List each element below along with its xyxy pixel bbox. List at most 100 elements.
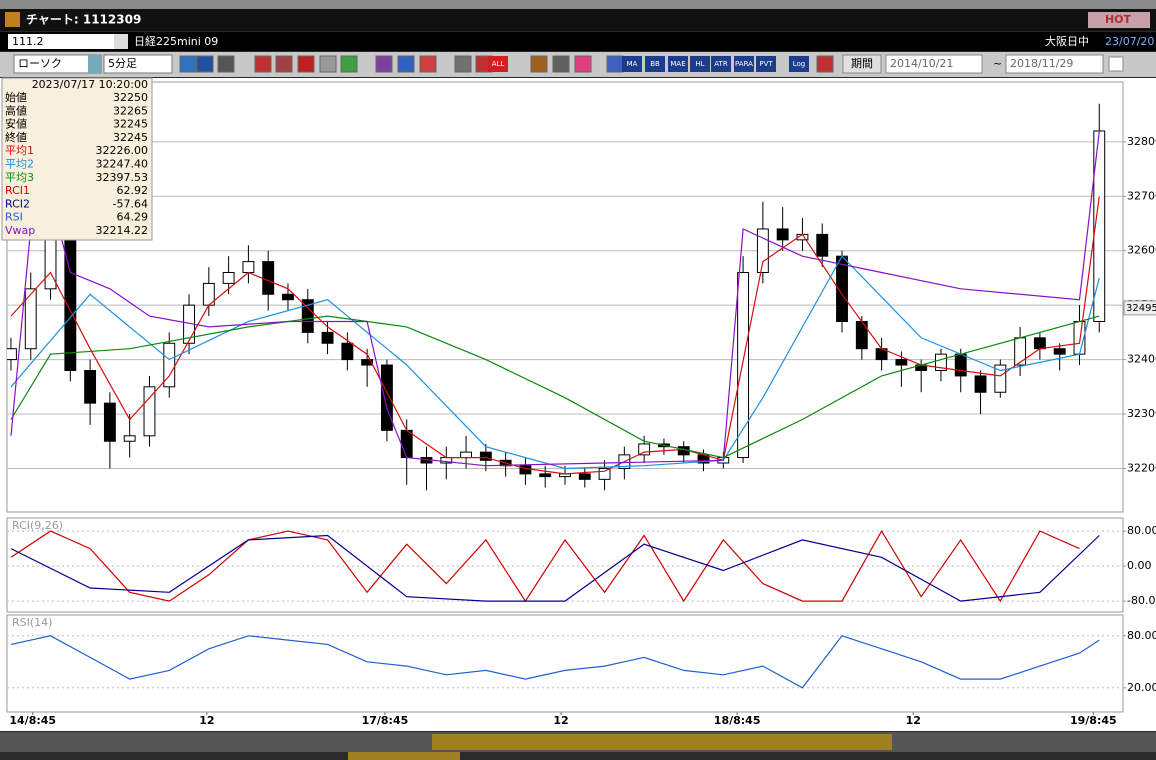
tool-icon[interactable] xyxy=(196,55,214,73)
candle-body xyxy=(935,353,947,371)
series-line xyxy=(10,635,1100,689)
info-rows: 始値 32250 高値 32265 安値 32245 終値 32245 平均1 32226.00 平… xyxy=(5,90,148,237)
tool-button[interactable] xyxy=(756,56,776,72)
tool-button[interactable] xyxy=(690,56,710,72)
hot-label[interactable]: HOT xyxy=(1105,13,1132,26)
to-date[interactable]: 2018/11/29 xyxy=(1010,57,1073,70)
interval-select[interactable] xyxy=(103,54,173,74)
chart-type[interactable]: ローソク xyxy=(18,57,62,70)
x-tick-label: 12 xyxy=(906,714,921,727)
from-input[interactable] xyxy=(885,54,983,74)
tool-button-label[interactable]: MA xyxy=(627,60,638,68)
app-icon xyxy=(5,12,20,27)
interval[interactable]: 5分足 xyxy=(108,57,137,70)
tool-icon[interactable] xyxy=(816,55,834,73)
tool-icon[interactable] xyxy=(574,55,592,73)
tool-button[interactable] xyxy=(622,56,642,72)
panel xyxy=(7,529,1123,603)
series-line xyxy=(10,196,1100,475)
tool-button-label[interactable]: ATR xyxy=(714,60,728,68)
code[interactable]: 111.2 xyxy=(12,35,44,48)
info-label: 平均2 xyxy=(5,158,34,171)
select-arrow[interactable] xyxy=(88,55,101,73)
tool-icon[interactable] xyxy=(375,55,393,73)
tool-icon[interactable] xyxy=(275,55,293,73)
tool-button-label[interactable]: ALL xyxy=(492,60,505,68)
candle-body xyxy=(1093,130,1106,322)
tool-button[interactable] xyxy=(645,56,665,72)
tool-button-label[interactable]: PVT xyxy=(759,60,773,68)
tool-icon[interactable] xyxy=(297,55,315,73)
info-label: 終値 xyxy=(5,130,27,144)
x-tick-label: 14/8:45 xyxy=(9,714,56,727)
period[interactable]: 期間 xyxy=(851,57,873,70)
code-dropdown[interactable] xyxy=(114,34,128,49)
candle-body xyxy=(84,369,97,404)
last-price-box xyxy=(1123,300,1156,316)
candle-body xyxy=(954,353,967,377)
plots: 3220032300324003250032600327003280032495… xyxy=(6,81,1156,727)
tool-icon[interactable] xyxy=(397,55,415,73)
info-value: 32250 xyxy=(113,91,148,104)
tool-icon[interactable] xyxy=(254,55,272,73)
tool-icon[interactable] xyxy=(217,55,235,73)
tool-icon[interactable] xyxy=(552,55,570,73)
series-line xyxy=(10,534,1100,602)
x-tick-label: 12 xyxy=(553,714,568,727)
candle-body xyxy=(103,402,116,442)
to-input[interactable] xyxy=(1005,54,1104,74)
tool-button[interactable] xyxy=(734,56,754,72)
window-title: チャート: 1112309 xyxy=(26,13,141,27)
candle-body xyxy=(479,451,492,461)
tool-icon[interactable] xyxy=(454,55,472,73)
tool-button-label[interactable]: MAE xyxy=(670,60,685,68)
scroll-thumb[interactable] xyxy=(432,734,892,750)
period-button[interactable] xyxy=(842,54,882,74)
tool-icon[interactable] xyxy=(419,55,437,73)
tool-button-label[interactable]: BB xyxy=(650,60,660,68)
tool-button-label[interactable]: HL xyxy=(695,60,704,68)
candle-body xyxy=(262,261,275,295)
info-value: 32265 xyxy=(113,104,148,117)
hot-button[interactable] xyxy=(1088,12,1150,28)
candle-body xyxy=(1033,337,1046,350)
tool-button[interactable] xyxy=(789,56,809,72)
tool-icon[interactable] xyxy=(340,55,358,73)
candle-body xyxy=(321,331,334,344)
x-tick-label: 12 xyxy=(199,714,214,727)
info-label: 安値 xyxy=(5,117,27,131)
date: 23/07/20 xyxy=(1105,35,1154,48)
tool-button[interactable] xyxy=(488,56,508,72)
candle-body xyxy=(816,233,829,257)
tool-button[interactable] xyxy=(711,56,731,72)
candle-body xyxy=(222,272,235,284)
info-label: 始値 xyxy=(5,90,27,104)
candle-body xyxy=(24,288,37,350)
toolbar1 xyxy=(0,32,1156,51)
series-line xyxy=(10,529,1080,603)
candle-body xyxy=(638,443,651,456)
tool-button-label[interactable]: PARA xyxy=(735,60,753,68)
panel-title: RSI(14) xyxy=(12,616,52,629)
candle-body xyxy=(1053,348,1066,355)
from-date[interactable]: 2014/10/21 xyxy=(890,57,953,70)
x-tick-label: 17/8:45 xyxy=(362,714,409,727)
code-input[interactable] xyxy=(8,34,128,49)
info-value: 32214.22 xyxy=(96,224,149,237)
panel xyxy=(7,635,1123,689)
tool-icon[interactable] xyxy=(606,55,624,73)
tool-button[interactable] xyxy=(668,56,688,72)
candle-body xyxy=(361,359,374,366)
tool-button-label[interactable]: Log xyxy=(793,60,806,68)
tool-icon[interactable] xyxy=(179,55,197,73)
candle-body xyxy=(756,228,769,274)
candle-body xyxy=(400,429,413,459)
candle-body xyxy=(64,228,77,371)
checkbox[interactable] xyxy=(1108,56,1124,72)
info-label: RCI1 xyxy=(5,184,30,197)
tool-icon[interactable] xyxy=(319,55,337,73)
candle-body xyxy=(460,451,473,459)
y-tick-label: 80.00 xyxy=(1127,629,1156,642)
series-line xyxy=(10,130,1100,467)
tool-icon[interactable] xyxy=(530,55,548,73)
